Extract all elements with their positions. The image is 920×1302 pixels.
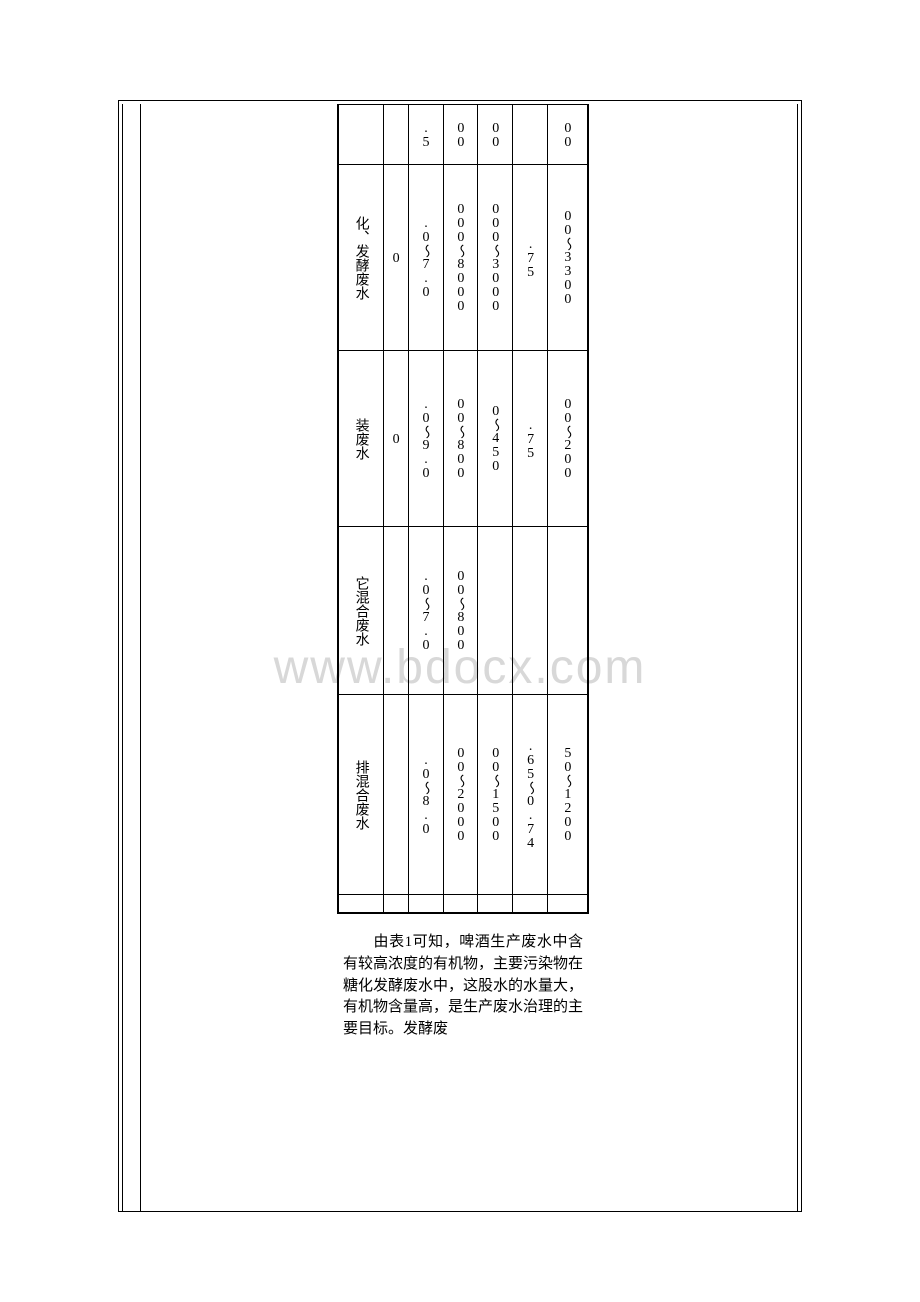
cell-label: 化、发酵废水 xyxy=(339,165,384,351)
data-table: .5 00 00 00 化、发酵废水 0 .0〜7.0 000〜8000 000… xyxy=(338,104,588,913)
page-outer-frame: .5 00 00 00 化、发酵废水 0 .0〜7.0 000〜8000 000… xyxy=(118,100,802,1212)
cell: 50〜1200 xyxy=(548,695,588,895)
cell: 00〜1500 xyxy=(478,695,513,895)
cell: 00〜3300 xyxy=(548,165,588,351)
cell: 00〜800 xyxy=(443,351,478,527)
cell xyxy=(513,105,548,165)
cell-label: 装废水 xyxy=(339,351,384,527)
cell: .0〜9.0 xyxy=(408,351,443,527)
cell: .5 xyxy=(408,105,443,165)
body-paragraph: 由表1可知，啤酒生产废水中含有较高浓度的有机物，主要污染物在糖化发酵废水中，这股… xyxy=(337,914,589,1041)
table-row: 装废水 0 .0〜9.0 00〜800 0〜450 .75 00〜200 xyxy=(339,351,588,527)
cell: 00〜2000 xyxy=(443,695,478,895)
cell: .75 xyxy=(513,351,548,527)
cell: 0〜450 xyxy=(478,351,513,527)
table-row: 化、发酵废水 0 .0〜7.0 000〜8000 000〜3000 .75 00… xyxy=(339,165,588,351)
cell: 00 xyxy=(548,105,588,165)
cell: 00 xyxy=(443,105,478,165)
table-row: 排混合废水 .0〜8.0 00〜2000 00〜1500 .65〜0.74 50… xyxy=(339,695,588,895)
table-row: 它混合废水 .0〜7.0 00〜800 xyxy=(339,527,588,695)
cell xyxy=(383,895,408,913)
cell: 0 xyxy=(383,165,408,351)
paragraph-text: 由表1可知，啤酒生产废水中含有较高浓度的有机物，主要污染物在糖化发酵废水中，这股… xyxy=(343,934,583,1037)
cell: .0〜7.0 xyxy=(408,527,443,695)
cell: .0〜7.0 xyxy=(408,165,443,351)
content-column: .5 00 00 00 化、发酵废水 0 .0〜7.0 000〜8000 000… xyxy=(337,104,589,1211)
cell xyxy=(443,895,478,913)
cell xyxy=(383,105,408,165)
page-inner-frame: .5 00 00 00 化、发酵废水 0 .0〜7.0 000〜8000 000… xyxy=(122,104,798,1211)
cell xyxy=(478,527,513,695)
cell: 0 xyxy=(383,351,408,527)
cell: 00〜800 xyxy=(443,527,478,695)
table-row: .5 00 00 00 xyxy=(339,105,588,165)
cell xyxy=(548,895,588,913)
cell-label: 它混合废水 xyxy=(339,527,384,695)
cell xyxy=(478,895,513,913)
cell: 00 xyxy=(478,105,513,165)
cell xyxy=(408,895,443,913)
cell: .0〜8.0 xyxy=(408,695,443,895)
cell: 000〜3000 xyxy=(478,165,513,351)
cell xyxy=(513,895,548,913)
cell: 00〜200 xyxy=(548,351,588,527)
cell xyxy=(383,527,408,695)
cell xyxy=(548,527,588,695)
cell: .65〜0.74 xyxy=(513,695,548,895)
cell-label: 排混合废水 xyxy=(339,695,384,895)
data-table-wrap: .5 00 00 00 化、发酵废水 0 .0〜7.0 000〜8000 000… xyxy=(337,104,589,914)
cell xyxy=(339,895,384,913)
left-margin-rule xyxy=(133,104,141,1211)
cell: 000〜8000 xyxy=(443,165,478,351)
table-row xyxy=(339,895,588,913)
cell xyxy=(513,527,548,695)
cell-label xyxy=(339,105,384,165)
cell: .75 xyxy=(513,165,548,351)
cell xyxy=(383,695,408,895)
